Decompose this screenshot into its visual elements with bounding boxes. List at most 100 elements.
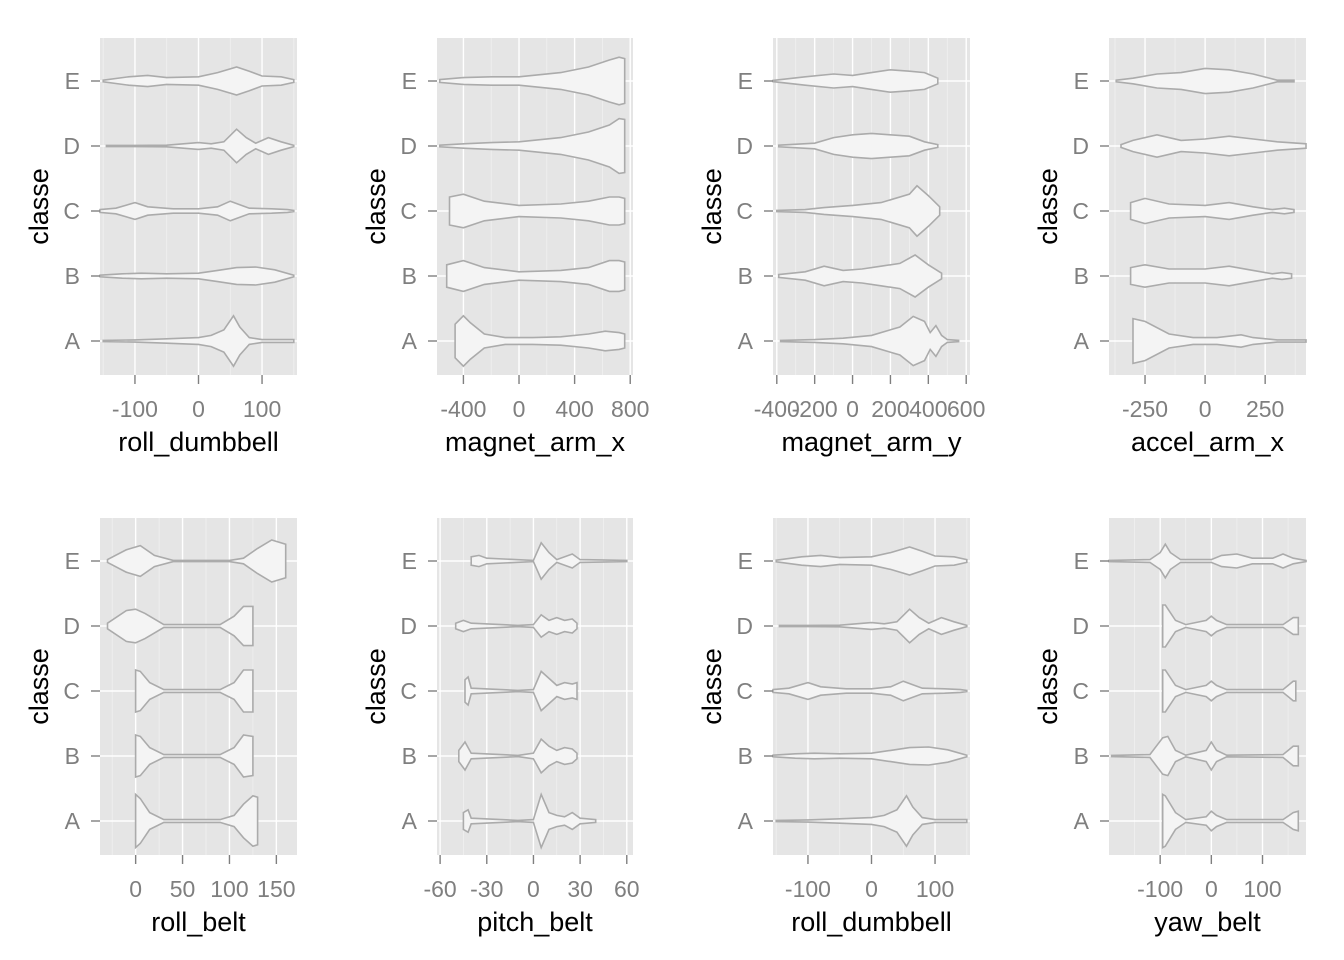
y-tick-label: E [1074,548,1089,574]
y-tick-label: D [1072,613,1089,639]
violin-B [1129,263,1293,289]
violin-A [102,314,295,368]
violin-A [462,792,597,850]
violin-E [1108,542,1307,580]
y-tick-label: C [63,678,80,704]
violin-B [134,733,254,779]
x-tick-label: -250 [1122,396,1168,422]
y-axis-title: classe [24,648,54,725]
y-tick-label: C [1072,198,1089,224]
x-axis-title: roll_dumbbell [118,427,279,457]
violin-C [448,193,626,229]
x-tick-label: -200 [792,396,838,422]
x-tick-label: 150 [257,876,295,902]
x-tick-label: -400 [440,396,486,422]
x-tick-label: 100 [210,876,248,902]
x-tick-label: 0 [129,876,142,902]
y-axis-title: classe [1033,168,1063,245]
y-tick-label: A [1074,328,1090,354]
y-tick-label: E [402,548,417,574]
violin-B [458,737,578,775]
panel-6: A B C D E -60 -30 0 30 60 pitch_belt classe [361,518,640,937]
y-tick-label: D [400,613,417,639]
violin-D [439,117,626,175]
violin-D [105,128,295,164]
y-tick-label: D [736,613,753,639]
x-axis-title: accel_arm_x [1131,427,1285,457]
violin-D [1161,604,1300,648]
y-tick-label: A [738,328,754,354]
y-tick-label: C [736,198,753,224]
y-tick-label: E [402,68,417,94]
violin-B [445,259,626,293]
violin-E [102,66,295,96]
y-tick-label: C [400,198,417,224]
violin-C [776,184,941,238]
violin-A [775,794,968,848]
x-axis-title: magnet_arm_x [445,427,626,457]
y-tick-label: C [63,198,80,224]
violin-E [775,546,968,576]
y-axis-title: classe [361,648,391,725]
x-tick-label: 100 [916,876,954,902]
y-tick-label: A [65,328,81,354]
violin-C [464,670,578,712]
x-tick-label: 30 [567,876,593,902]
panel-8: A B C D E -100 0 100 yaw_belt classe [1033,518,1307,937]
violin-E [106,539,287,583]
y-tick-label: A [738,808,754,834]
y-tick-label: E [65,548,80,574]
y-tick-label: B [738,263,753,289]
y-tick-label: E [65,68,80,94]
panel-1: A B C D E -100 0 100 roll_dumbbell classe [24,38,297,457]
x-tick-label: -100 [785,876,831,902]
violin-C [99,200,295,222]
violin-C [1129,197,1295,225]
violin-E [772,68,939,94]
violin-D [777,132,939,160]
violin-E [1115,67,1295,95]
x-tick-label: 600 [947,396,985,422]
y-tick-label: D [400,133,417,159]
violin-D [454,613,578,639]
y-tick-label: D [63,613,80,639]
violin-C [1161,669,1297,713]
violin-A [779,315,960,367]
y-tick-label: E [738,548,753,574]
violin-B [99,266,295,286]
y-tick-label: B [65,743,80,769]
panel-5: A B C D E 0 50 100 150 roll_belt classe [24,518,297,937]
violin-A [454,314,626,368]
x-tick-label: 0 [865,876,878,902]
x-tick-label: -30 [470,876,503,902]
y-tick-label: D [736,133,753,159]
y-tick-label: B [1074,743,1089,769]
y-tick-label: C [736,678,753,704]
violin-E [439,56,626,106]
x-tick-label: 400 [909,396,947,422]
y-axis-title: classe [697,168,727,245]
x-tick-label: 100 [1243,876,1281,902]
x-tick-label: 0 [846,396,859,422]
y-tick-label: C [1072,678,1089,704]
x-axis-title: yaw_belt [1154,907,1261,937]
x-tick-label: 0 [527,876,540,902]
y-axis-title: classe [361,168,391,245]
violin-D [778,608,968,644]
x-tick-label: -60 [423,876,456,902]
y-axis-title: classe [1033,648,1063,725]
violin-C [134,668,254,714]
y-tick-label: B [65,263,80,289]
x-tick-label: 200 [871,396,909,422]
x-tick-label: 50 [170,876,196,902]
violin-B [777,254,943,298]
x-tick-label: 60 [614,876,640,902]
x-tick-label: -100 [1137,876,1183,902]
panel-2: A B C D E -400 0 400 800 magnet_arm_x classe [361,38,649,457]
y-tick-label: A [402,808,418,834]
y-tick-label: D [63,133,80,159]
y-tick-label: C [400,678,417,704]
violin-D [1120,133,1307,159]
x-axis-title: pitch_belt [477,907,593,937]
